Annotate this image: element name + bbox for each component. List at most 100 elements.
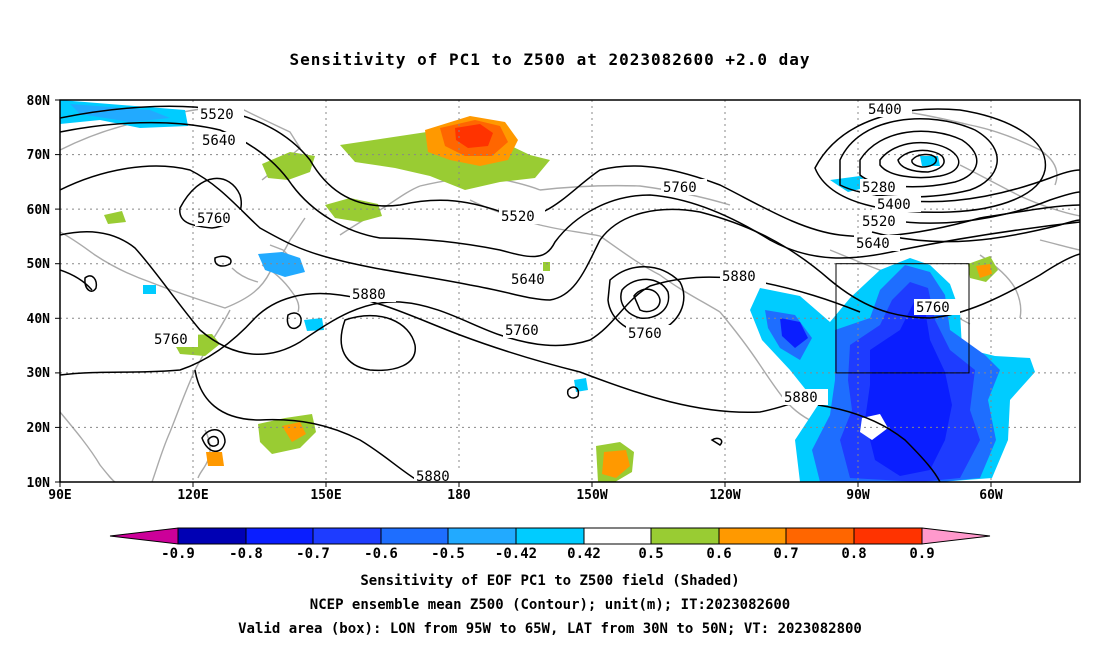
contour-label: 5520 <box>198 106 244 123</box>
contour-label: 5400 <box>875 196 921 213</box>
svg-text:5760: 5760 <box>628 326 662 342</box>
lat-label: 10N <box>27 476 51 491</box>
svg-text:5880: 5880 <box>352 287 386 303</box>
caption-contour: NCEP ensemble mean Z500 (Contour); unit(… <box>309 597 791 613</box>
svg-text:5760: 5760 <box>197 211 231 227</box>
svg-text:5520: 5520 <box>501 209 535 225</box>
svg-text:5280: 5280 <box>862 180 896 196</box>
svg-text:5400: 5400 <box>877 197 911 213</box>
svg-text:5520: 5520 <box>862 214 896 230</box>
colorbar-label: -0.5 <box>431 546 465 562</box>
contour-label: 5760 <box>661 179 707 196</box>
colorbar-segment <box>245 527 314 545</box>
colorbar-label: 0.9 <box>909 546 934 562</box>
svg-text:5640: 5640 <box>511 272 545 288</box>
lon-label: 120E <box>177 488 208 503</box>
shade-patch <box>304 318 324 331</box>
shade-patch <box>976 264 992 278</box>
lat-label: 50N <box>27 257 51 272</box>
lat-lon-grid <box>60 100 1080 482</box>
svg-text:5640: 5640 <box>202 133 236 149</box>
lat-label: 20N <box>27 421 51 436</box>
valid-area-box <box>835 263 970 374</box>
contour-label: 5760 <box>195 210 241 227</box>
contour-label: 5880 <box>350 286 396 303</box>
colorbar-segment <box>177 527 247 545</box>
colorbar-segment <box>853 527 923 545</box>
lat-label: 30N <box>27 366 51 381</box>
lat-label: 70N <box>27 148 51 163</box>
shade-patch <box>70 104 170 122</box>
map-title: Sensitivity of PC1 to Z500 at 2023082600… <box>289 50 811 69</box>
colorbar-segment <box>718 527 787 545</box>
caption-shading: Sensitivity of EOF PC1 to Z500 field (Sh… <box>360 573 740 589</box>
map-figure: 5520 5640 5760 5520 5640 5760 5760 5880 … <box>27 94 1081 562</box>
colorbar-segment <box>312 527 382 545</box>
lon-axis: 90E 120E 150E 180 150W 120W 90W 60W <box>48 482 1003 503</box>
shade-patch <box>258 252 305 277</box>
svg-text:5880: 5880 <box>784 390 818 406</box>
contour-label: 5640 <box>854 235 900 252</box>
lat-label: 60N <box>27 203 51 218</box>
sensitivity-shading <box>60 100 1035 482</box>
map-frame <box>59 99 1081 483</box>
svg-text:5760: 5760 <box>154 332 188 348</box>
shade-patch <box>206 452 224 466</box>
shade-patch <box>865 300 952 476</box>
shade-patch <box>860 414 888 440</box>
colorbar-label: 0.7 <box>773 546 798 562</box>
contour-label: 5520 <box>499 208 545 225</box>
svg-text:5760: 5760 <box>663 180 697 196</box>
colorbar-label: 0.5 <box>638 546 663 562</box>
svg-text:5760: 5760 <box>505 323 539 339</box>
contour-label: 5640 <box>200 132 246 149</box>
colorbar <box>109 527 991 545</box>
shade-patch <box>262 152 315 180</box>
colorbar-label: 0.42 <box>567 546 601 562</box>
colorbar-label: -0.42 <box>495 546 537 562</box>
svg-text:5880: 5880 <box>416 469 450 485</box>
contour-label: 5880 <box>414 468 460 485</box>
colorbar-segment <box>447 527 517 545</box>
shade-patch <box>143 285 156 294</box>
colorbar-labels: -0.9 -0.8 -0.7 -0.6 -0.5 -0.42 0.42 0.5 … <box>161 546 935 562</box>
colorbar-label: -0.8 <box>229 546 263 562</box>
contour-label: 5760 <box>152 331 198 348</box>
shade-patch <box>543 262 550 272</box>
contour-label: 5760 <box>503 322 549 339</box>
lon-label: 180 <box>447 488 471 503</box>
contour-label: 5880 <box>782 389 828 406</box>
contour-label: 5760 <box>626 325 672 342</box>
shade-patch <box>325 198 382 222</box>
colorbar-label: 0.6 <box>706 546 731 562</box>
shade-patch <box>920 156 940 166</box>
lat-label: 80N <box>27 94 51 109</box>
lat-axis: 80N 70N 60N 50N 40N 30N 20N 10N <box>27 94 60 491</box>
svg-text:5640: 5640 <box>856 236 890 252</box>
contour-label: 5760 <box>914 299 960 316</box>
lat-label: 40N <box>27 312 51 327</box>
colorbar-label: -0.7 <box>296 546 330 562</box>
lon-label: 150E <box>310 488 341 503</box>
contour-label: 5880 <box>720 268 766 285</box>
colorbar-segment <box>515 527 585 545</box>
contour-label: 5640 <box>509 271 555 288</box>
shade-patch <box>104 211 126 224</box>
shade-patch <box>780 318 808 348</box>
svg-text:5400: 5400 <box>868 102 902 118</box>
contour-label-layer: 5520 5640 5760 5520 5640 5760 5760 5880 … <box>152 101 960 485</box>
colorbar-label: -0.6 <box>364 546 398 562</box>
colorbar-left-triangle <box>109 527 179 545</box>
colorbar-label: 0.8 <box>841 546 866 562</box>
colorbar-segment <box>380 527 449 545</box>
contour-label: 5400 <box>866 101 912 118</box>
svg-text:5760: 5760 <box>916 300 950 316</box>
shade-patch <box>455 124 493 148</box>
lon-label: 60W <box>979 488 1003 503</box>
colorbar-segment <box>583 527 652 545</box>
svg-text:5880: 5880 <box>722 269 756 285</box>
colorbar-label: -0.9 <box>161 546 195 562</box>
svg-text:5520: 5520 <box>200 107 234 123</box>
shade-patch <box>574 378 588 392</box>
colorbar-right-triangle <box>921 527 991 545</box>
